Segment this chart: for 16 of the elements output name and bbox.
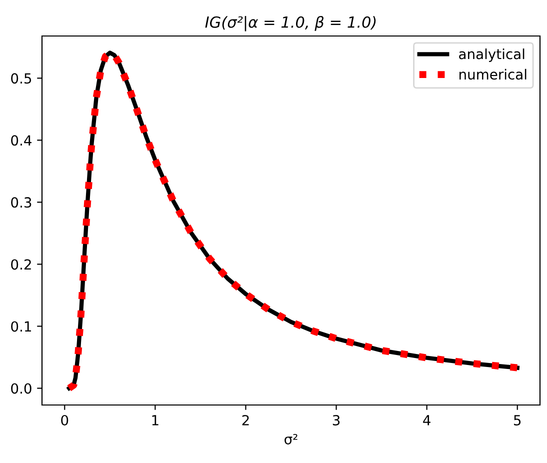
y-tick-label: 0.0 (11, 383, 32, 394)
x-axis-title: σ² (284, 434, 298, 444)
y-tick-label: 0.2 (11, 259, 31, 270)
x-tick-label: 4 (423, 415, 430, 426)
x-tick-label: 1 (152, 415, 158, 426)
legend-label: analytical (459, 48, 524, 62)
legend-label: numerical (460, 68, 526, 80)
y-tick-label: 0.3 (11, 197, 32, 208)
y-tick-label: 0.4 (11, 135, 32, 146)
y-tick-label: 0.1 (11, 321, 31, 332)
x-tick-label: 3 (332, 414, 340, 426)
x-tick-label: 5 (514, 415, 521, 426)
y-tick-label: 0.5 (11, 73, 32, 84)
x-tick-label: 2 (242, 414, 249, 426)
chart-title: IG(σ²|α = 1.0, β = 1.0) (205, 16, 376, 32)
x-tick-label: 0 (61, 414, 68, 426)
